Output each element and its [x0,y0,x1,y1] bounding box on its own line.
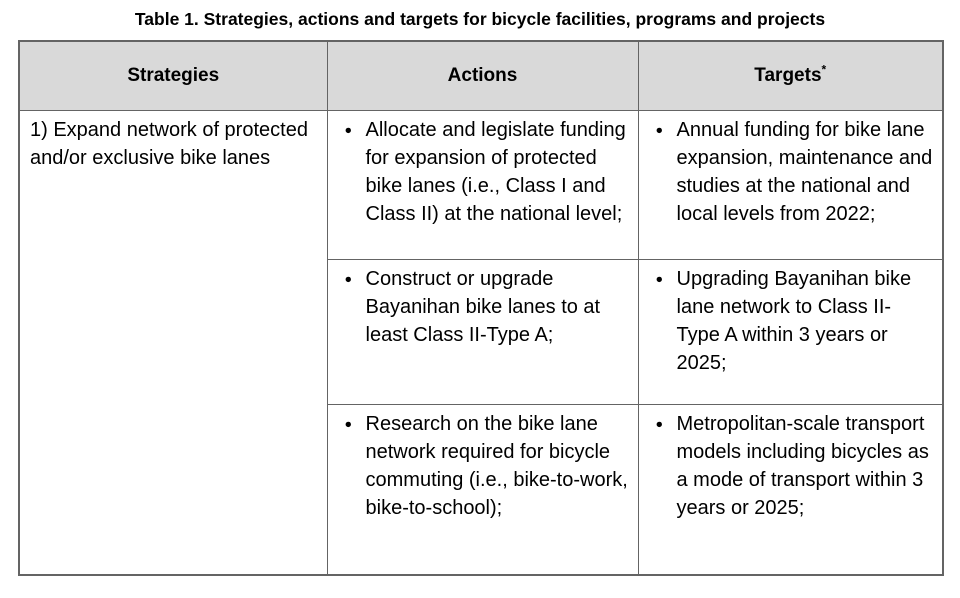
strategy-text: 1) Expand network of protected and/or ex… [30,118,308,169]
strategy-cell: 1) Expand network of protected and/or ex… [18,109,328,576]
bullet-icon: ● [344,271,353,286]
bullet-icon: ● [655,271,664,286]
target-text: Annual funding for bike lane expansion, … [676,118,933,225]
table-row: 1) Expand network of protected and/or ex… [18,109,944,576]
list-item: ● Metropolitan-scale transport models in… [655,410,935,522]
table-caption: Table 1. Strategies, actions and targets… [134,9,826,29]
table-row: ● Construct or upgrade Bayanihan bike la… [19,258,944,405]
action-cell: ● Construct or upgrade Bayanihan bike la… [326,258,639,405]
list-item: ● Construct or upgrade Bayanihan bike la… [344,265,630,349]
target-cell: ● Upgrading Bayanihan bike lane network … [637,258,944,405]
header-targets: Targets* [637,40,944,111]
strategies-actions-targets-table: Strategies Actions Targets* 1) Expand ne… [18,40,944,576]
action-cell: ● Allocate and legislate funding for exp… [326,109,639,260]
bullet-icon: ● [344,416,353,431]
action-text: Allocate and legislate funding for expan… [365,118,626,225]
header-actions: Actions [326,40,639,111]
action-cell: ● Research on the bike lane network requ… [326,403,639,576]
target-cell: ● Annual funding for bike lane expansion… [637,109,944,260]
table-row: ● Research on the bike lane network requ… [19,403,944,576]
list-item: ● Allocate and legislate funding for exp… [344,116,630,228]
target-text: Upgrading Bayanihan bike lane network to… [676,267,912,374]
list-item: ● Upgrading Bayanihan bike lane network … [655,265,935,377]
header-strategies-label: Strategies [127,64,220,86]
bullet-icon: ● [344,122,353,137]
target-text: Metropolitan-scale transport models incl… [676,412,929,519]
header-row: Strategies Actions Targets* [18,40,944,111]
list-item: ● Research on the bike lane network requ… [344,410,630,522]
action-text: Research on the bike lane network requir… [365,412,628,519]
bullet-icon: ● [655,416,664,431]
bullet-icon: ● [655,122,664,137]
footnote-marker: * [821,62,827,77]
header-targets-label: Targets [754,64,822,86]
list-item: ● Annual funding for bike lane expansion… [655,116,935,228]
header-actions-label: Actions [447,64,518,86]
target-cell: ● Metropolitan-scale transport models in… [637,403,944,576]
header-strategies: Strategies [18,40,328,111]
action-text: Construct or upgrade Bayanihan bike lane… [365,267,601,346]
